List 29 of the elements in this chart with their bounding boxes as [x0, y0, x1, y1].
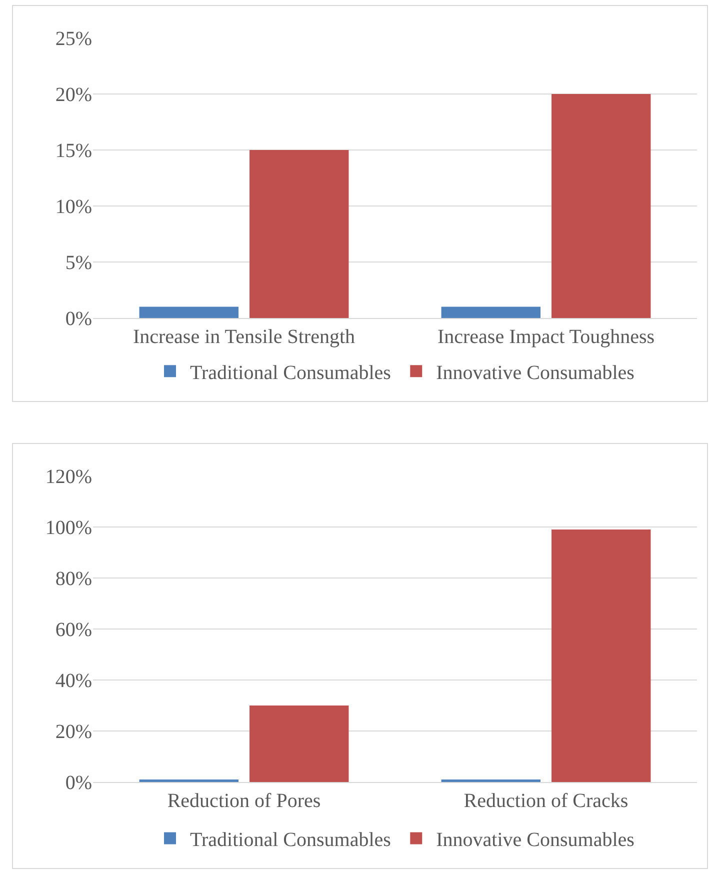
bar — [139, 779, 238, 782]
y-tick-label: 0% — [65, 308, 92, 330]
y-tick-label: 5% — [65, 252, 92, 274]
y-tick-label: 25% — [55, 28, 92, 50]
y-tick-label: 15% — [55, 140, 92, 162]
bar — [552, 94, 651, 318]
y-tick-label: 0% — [65, 772, 92, 794]
x-tick-label: Reduction of Cracks — [464, 790, 628, 812]
bar — [139, 306, 238, 318]
y-tick-label: 10% — [55, 196, 92, 218]
bar — [441, 306, 540, 318]
legend-label: Innovative Consumables — [436, 362, 635, 384]
legend-label: Traditional Consumables — [190, 362, 392, 384]
x-tick-label: Increase Impact Toughness — [437, 326, 655, 348]
bar — [552, 530, 651, 782]
x-tick-label: Increase in Tensile Strength — [132, 326, 356, 348]
legend-label: Traditional Consumables — [190, 829, 392, 852]
bar — [441, 779, 540, 782]
x-tick-label: Reduction of Pores — [167, 790, 321, 812]
legend-label: Innovative Consumables — [436, 829, 635, 852]
y-tick-label: 60% — [55, 619, 92, 641]
y-tick-label: 80% — [55, 568, 92, 590]
bar — [250, 150, 349, 318]
bar — [250, 706, 349, 782]
y-tick-label: 100% — [45, 517, 92, 539]
y-tick-label: 20% — [55, 84, 92, 106]
y-tick-label: 20% — [55, 721, 92, 743]
y-tick-label: 40% — [55, 670, 92, 692]
y-tick-label: 120% — [45, 466, 92, 488]
